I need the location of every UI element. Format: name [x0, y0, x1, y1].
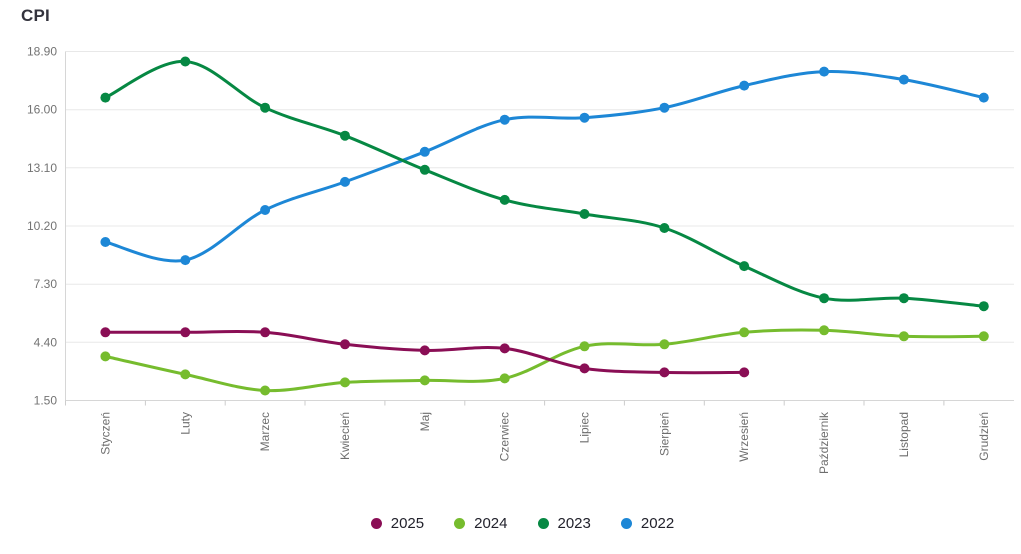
data-point-2023-Listopad[interactable]	[898, 293, 909, 304]
series-line-2023	[103, 59, 986, 308]
data-point-2023-Maj[interactable]	[419, 164, 430, 175]
legend-item-2023[interactable]: 2023	[537, 515, 591, 532]
data-point-2023-Wrzesień[interactable]	[739, 261, 750, 272]
legend-label-2025: 2025	[390, 515, 425, 532]
x-axis-label-Styczeń: Styczeń	[98, 412, 112, 455]
legend-dot-2025	[370, 518, 382, 529]
x-axis-label-Maj: Maj	[418, 412, 432, 431]
data-point-2024-Listopad[interactable]	[898, 331, 909, 342]
data-point-2025-Sierpień[interactable]	[659, 367, 670, 378]
data-point-2025-Wrzesień[interactable]	[739, 367, 750, 378]
data-point-2022-Lipiec[interactable]	[579, 112, 590, 123]
data-point-2024-Maj[interactable]	[419, 375, 430, 386]
data-point-2024-Styczeń[interactable]	[100, 351, 111, 362]
x-axis-label-Kwiecień: Kwiecień	[338, 412, 352, 460]
chart-title: CPI	[21, 6, 50, 25]
chart-legend: 2025 2024 2023 2022	[12, 516, 1021, 531]
y-axis-label: 7.30	[34, 277, 58, 291]
data-point-2025-Styczeń[interactable]	[100, 327, 111, 338]
data-point-2023-Grudzień[interactable]	[978, 301, 989, 312]
data-point-2024-Sierpień[interactable]	[659, 339, 670, 350]
legend-dot-2022	[620, 518, 632, 529]
data-point-2022-Październik[interactable]	[819, 66, 830, 77]
x-axis-label-Luty: Luty	[178, 412, 192, 435]
x-axis-label-Sierpień: Sierpień	[657, 412, 671, 456]
data-point-2022-Sierpień[interactable]	[659, 102, 670, 113]
data-point-2023-Luty[interactable]	[180, 56, 191, 67]
legend-item-2025[interactable]: 2025	[370, 515, 425, 532]
data-point-2024-Wrzesień[interactable]	[739, 327, 750, 338]
legend-item-2024[interactable]: 2024	[454, 515, 508, 532]
data-point-2024-Luty[interactable]	[180, 369, 191, 380]
data-point-2024-Grudzień[interactable]	[978, 331, 989, 342]
data-point-2025-Kwiecień[interactable]	[340, 339, 350, 350]
x-axis-label-Marzec: Marzec	[258, 412, 272, 451]
data-point-2023-Marzec[interactable]	[260, 102, 271, 113]
data-point-2025-Luty[interactable]	[180, 327, 191, 338]
data-point-2023-Sierpień[interactable]	[659, 223, 670, 233]
legend-item-2022[interactable]: 2022	[620, 515, 675, 532]
data-point-2022-Wrzesień[interactable]	[739, 80, 750, 91]
legend-dot-2023	[537, 518, 549, 529]
legend-label-2023: 2023	[557, 515, 591, 532]
data-point-2023-Lipiec[interactable]	[579, 209, 590, 219]
data-point-2022-Maj[interactable]	[419, 146, 430, 157]
data-point-2022-Listopad[interactable]	[898, 74, 909, 85]
x-axis-label-Grudzień: Grudzień	[977, 412, 991, 461]
data-point-2023-Styczeń[interactable]	[100, 92, 111, 103]
x-axis-label-Wrzesień: Wrzesień	[737, 412, 751, 462]
data-point-2022-Luty[interactable]	[180, 255, 191, 266]
data-point-2024-Marzec[interactable]	[260, 385, 271, 396]
legend-label-2024: 2024	[474, 515, 508, 532]
data-point-2022-Kwiecień[interactable]	[340, 176, 350, 187]
y-axis-label: 13.10	[27, 161, 57, 175]
data-point-2023-Październik[interactable]	[819, 293, 830, 304]
y-axis-label: 1.50	[34, 394, 58, 408]
data-point-2024-Lipiec[interactable]	[579, 341, 590, 352]
data-point-2022-Czerwiec[interactable]	[499, 114, 510, 125]
x-axis-label-Listopad: Listopad	[897, 412, 911, 457]
legend-label-2022: 2022	[640, 515, 675, 532]
x-axis-label-Październik: Październik	[817, 411, 831, 474]
data-point-2022-Styczeń[interactable]	[100, 237, 111, 247]
data-point-2023-Kwiecień[interactable]	[340, 130, 350, 141]
data-point-2024-Kwiecień[interactable]	[340, 377, 350, 388]
data-point-2025-Czerwiec[interactable]	[499, 343, 510, 354]
series-line-2024	[103, 328, 986, 393]
data-point-2025-Lipiec[interactable]	[579, 363, 590, 374]
legend-dot-2024	[454, 518, 466, 529]
data-point-2023-Czerwiec[interactable]	[499, 194, 510, 205]
x-axis-label-Lipiec: Lipiec	[578, 412, 592, 443]
data-point-2024-Czerwiec[interactable]	[499, 373, 510, 384]
series-line-2022	[103, 69, 986, 263]
y-axis-label: 4.40	[34, 335, 58, 349]
data-point-2022-Marzec[interactable]	[260, 205, 271, 215]
y-axis-label: 18.90	[27, 45, 57, 59]
data-point-2025-Marzec[interactable]	[260, 327, 271, 338]
data-point-2022-Grudzień[interactable]	[978, 92, 989, 103]
x-axis-label-Czerwiec: Czerwiec	[498, 412, 512, 461]
y-axis-label: 10.20	[27, 219, 57, 233]
y-axis-label: 16.00	[27, 103, 57, 117]
data-point-2024-Październik[interactable]	[819, 325, 830, 336]
data-point-2025-Maj[interactable]	[419, 345, 430, 356]
